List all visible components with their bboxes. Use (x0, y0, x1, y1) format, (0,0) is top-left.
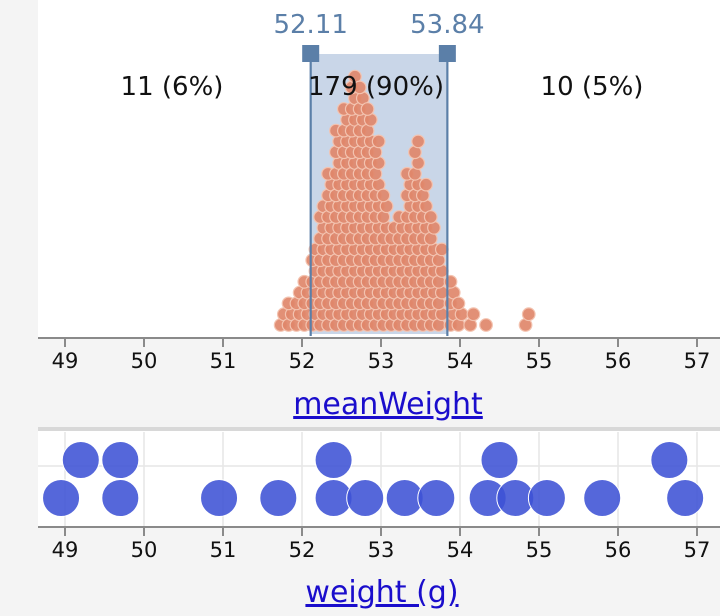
weight-dot[interactable] (346, 479, 385, 517)
selection-value-low: 52.11 (273, 10, 347, 40)
sample-mean-dot (352, 80, 367, 95)
sample-mean-dot (411, 134, 426, 149)
sample-mean-dot (376, 188, 391, 203)
sampling-tick-label-51: 51 (210, 349, 237, 373)
selection-value-high: 53.84 (410, 10, 484, 40)
population-tick-label-56: 56 (605, 538, 632, 562)
sampling-axis-band (38, 338, 720, 426)
population-tick-label-51: 51 (210, 538, 237, 562)
population-axis-title[interactable]: weight (g) (305, 575, 458, 610)
sample-mean-dot (360, 102, 375, 116)
sampling-tick-label-56: 56 (605, 349, 632, 373)
count-above-label: 10 (5%) (541, 72, 644, 102)
weight-dot[interactable] (480, 441, 519, 479)
weight-dot[interactable] (42, 479, 81, 517)
population-tick-label-50: 50 (131, 538, 158, 562)
sampling-axis-title[interactable]: meanWeight (293, 387, 483, 422)
sampling-tick-label-49: 49 (52, 349, 79, 373)
sample-mean-dot (479, 318, 493, 332)
sampling-distribution-plot: 52.11 53.84 11 (6%) 179 (90%) 10 (5%) (38, 0, 720, 338)
population-tick-label-53: 53 (368, 538, 395, 562)
population-plot (38, 431, 720, 527)
sampling-x-axis: 49 50 51 52 53 54 55 56 57 (38, 337, 720, 426)
sampling-tick-label-57: 57 (684, 349, 711, 373)
sampling-tick-label-54: 54 (447, 349, 474, 373)
sample-mean-dot (451, 296, 466, 311)
population-x-axis: 49 50 51 52 53 54 55 56 57 (38, 526, 720, 562)
sampling-tick-label-52: 52 (289, 349, 316, 373)
population-tick-label-49: 49 (52, 538, 79, 562)
sample-mean-dot (371, 134, 386, 149)
population-tick-label-55: 55 (526, 538, 553, 562)
weight-dot[interactable] (314, 441, 353, 479)
sample-mean-dot (521, 307, 536, 322)
selection-handles[interactable]: 52.11 53.84 (273, 10, 485, 336)
weight-dot[interactable] (200, 479, 239, 517)
sample-mean-dot (443, 274, 458, 289)
sample-mean-dot (419, 177, 433, 192)
sampling-tick-label-50: 50 (131, 349, 158, 373)
sample-mean-dot (423, 210, 438, 224)
population-tick-label-52: 52 (289, 538, 316, 562)
population-tick-label-57: 57 (684, 538, 711, 562)
sampling-tick-label-55: 55 (526, 349, 553, 373)
population-tick-label-54: 54 (447, 538, 474, 562)
weight-dot[interactable] (666, 479, 705, 517)
weight-dot[interactable] (527, 479, 566, 517)
weight-dot[interactable] (101, 441, 140, 479)
weight-dot[interactable] (417, 479, 456, 517)
sample-mean-dot (466, 307, 481, 322)
count-below-label: 11 (6%) (121, 72, 224, 102)
population-dots (42, 441, 705, 517)
count-inside-label: 179 (90%) (308, 72, 444, 102)
sampling-tick-label-53: 53 (368, 349, 395, 373)
weight-dot[interactable] (61, 441, 100, 479)
weight-dot[interactable] (650, 441, 689, 479)
selection-handle-high[interactable] (438, 45, 456, 62)
sampling-dots (273, 69, 536, 332)
selection-handle-low[interactable] (302, 45, 320, 62)
weight-dot[interactable] (259, 479, 298, 517)
weight-dot[interactable] (583, 479, 622, 517)
weight-dot[interactable] (101, 479, 140, 517)
